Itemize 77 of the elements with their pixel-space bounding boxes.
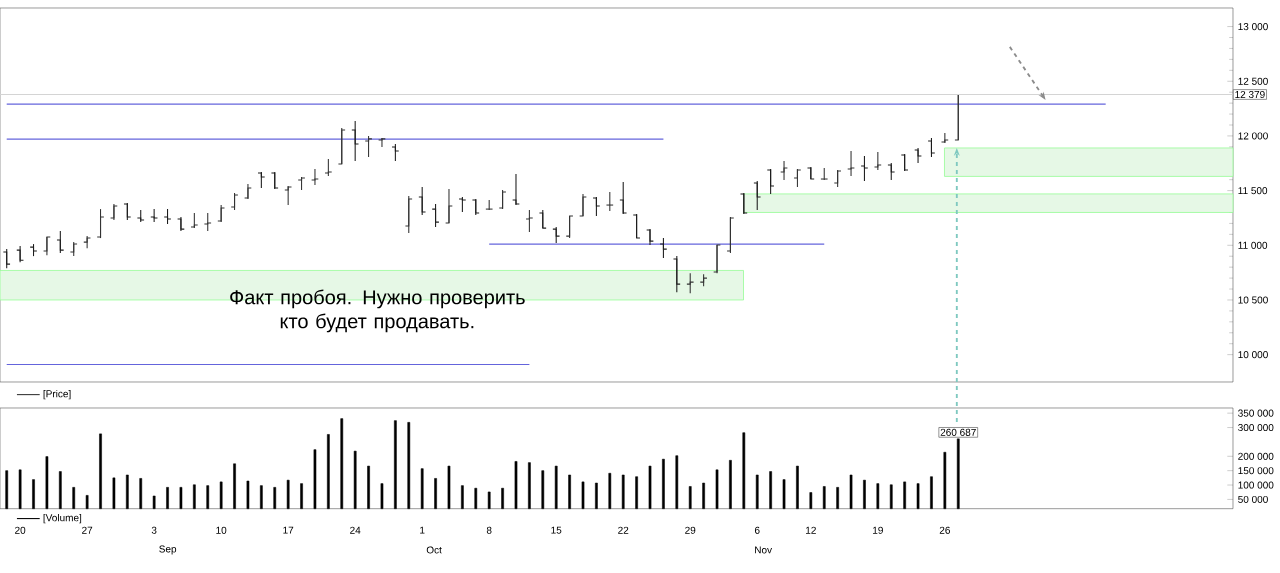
candlestick (632, 213, 641, 239)
y-tick-label: 13 000 (1238, 23, 1268, 31)
candlestick (847, 150, 855, 177)
candlestick (311, 168, 319, 186)
candlestick (404, 195, 413, 234)
candlestick (203, 212, 212, 232)
candlestick (378, 137, 386, 148)
x-tick-label: 1 (420, 526, 425, 534)
candlestick (538, 209, 547, 229)
x-tick-label: 20 (15, 526, 26, 534)
candlestick (351, 120, 360, 162)
x-tick-label: 22 (618, 526, 629, 534)
x-tick-label: 27 (82, 526, 93, 534)
candlestick (364, 135, 373, 158)
text: Nov (755, 546, 773, 554)
candlestick (927, 137, 936, 158)
x-tick-label: 29 (685, 526, 696, 534)
candlestick (445, 188, 453, 224)
candlestick (713, 244, 721, 274)
y-tick-label: 150 000 (1238, 467, 1274, 475)
candlestick (96, 208, 105, 239)
text: Oct (426, 546, 442, 554)
y-tick-label: 200 000 (1238, 452, 1274, 460)
candlestick (512, 173, 520, 206)
y-tick-label: 350 000 (1238, 409, 1274, 417)
x-tick-label: 24 (350, 526, 361, 534)
y-tick-label: 12 500 (1238, 77, 1268, 85)
candlestick (579, 193, 587, 217)
x-tick-label: 26 (939, 526, 950, 534)
legend-label: [Price] (43, 390, 71, 400)
legend-label: [Volume] (43, 513, 82, 524)
x-tick-label: 3 (151, 526, 157, 534)
candlestick (56, 230, 65, 254)
x-tick-label: 10 (216, 526, 227, 534)
candlestick (2, 248, 11, 269)
candlestick (605, 191, 614, 212)
y-tick-label: 300 000 (1238, 424, 1274, 432)
y-tick-label: 10 000 (1238, 351, 1268, 359)
candlestick (672, 255, 681, 293)
candlestick (860, 155, 869, 182)
data-label: 260 687 (940, 428, 976, 436)
candlestick (726, 216, 735, 254)
candlestick (43, 236, 51, 256)
y-tick-label: 10 500 (1238, 296, 1268, 304)
candlestick (284, 185, 293, 206)
x-tick-label: 6 (754, 526, 760, 534)
candlestick (337, 127, 346, 165)
ref-line-label: 12 379 (1235, 90, 1265, 99)
candlestick (753, 180, 762, 211)
candlestick (739, 192, 748, 215)
x-tick-label: 17 (283, 526, 294, 534)
candlestick (150, 208, 159, 223)
candlestick (83, 235, 92, 249)
candlestick (431, 203, 440, 228)
x-tick-label: 15 (551, 526, 562, 534)
candlestick (766, 168, 775, 195)
candlestick (940, 132, 949, 144)
candlestick (780, 160, 788, 181)
annotation: Факт пробоя. Нужно проверить кто будет продавать. (230, 289, 525, 333)
y-tick-label: 11 500 (1238, 187, 1268, 195)
candlestick (793, 168, 802, 188)
candlestick (592, 196, 601, 217)
candlestick (565, 215, 574, 239)
y-tick-label: 11 000 (1238, 241, 1268, 249)
candlestick (418, 186, 427, 216)
x-tick-label: 19 (873, 526, 883, 534)
candlestick (525, 209, 534, 233)
y-tick-label: 100 000 (1238, 481, 1274, 489)
candlestick (498, 189, 507, 210)
x-tick-label: 12 (806, 526, 816, 534)
y-tick-label: 12 000 (1238, 132, 1268, 140)
y-tick-label: 50 000 (1238, 495, 1268, 503)
text: Sep (159, 545, 177, 555)
candlestick (686, 272, 695, 294)
candlestick (659, 237, 668, 259)
candlestick (619, 181, 628, 215)
x-tick-label: 8 (486, 526, 492, 534)
